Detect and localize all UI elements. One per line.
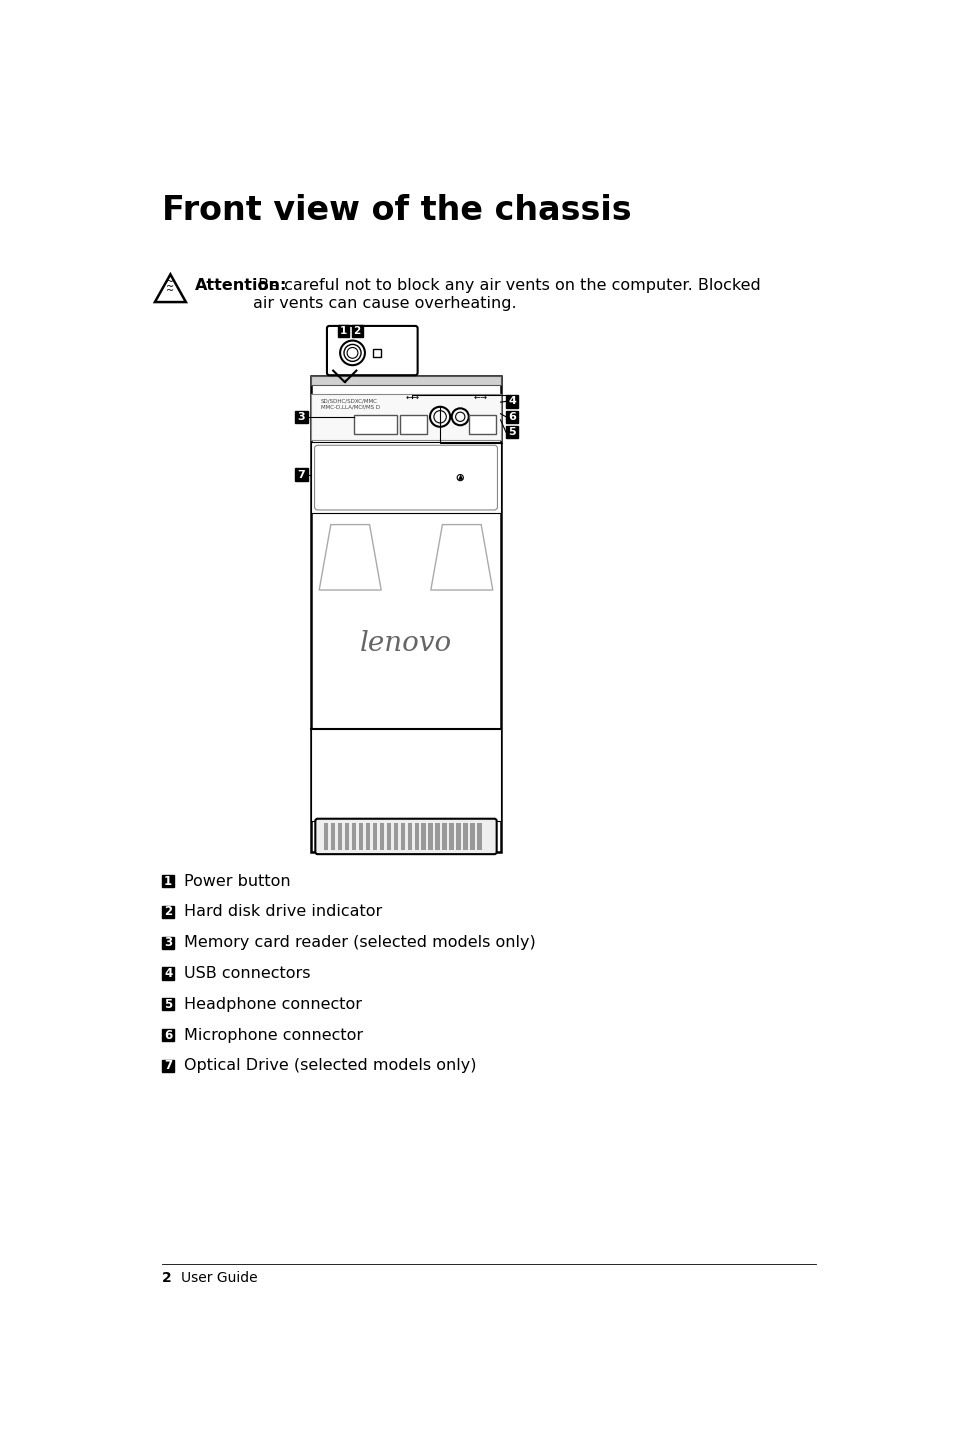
Text: ~: ~ <box>166 277 174 287</box>
Bar <box>399 415 427 434</box>
Bar <box>162 937 174 948</box>
Bar <box>463 823 468 849</box>
Text: Optical Drive (selected models only): Optical Drive (selected models only) <box>183 1059 476 1073</box>
Text: Memory card reader (selected models only): Memory card reader (selected models only… <box>183 935 535 950</box>
Text: Headphone connector: Headphone connector <box>183 998 361 1012</box>
Text: 3: 3 <box>164 937 172 950</box>
Bar <box>428 823 433 849</box>
Bar <box>352 823 356 849</box>
Bar <box>162 876 174 887</box>
Bar <box>386 823 391 849</box>
Text: ←→: ←→ <box>473 393 487 402</box>
FancyBboxPatch shape <box>315 819 497 854</box>
Text: 4: 4 <box>508 396 516 407</box>
Text: SD/SDHC/SDXC/MMC: SD/SDHC/SDXC/MMC <box>320 398 377 404</box>
Text: USB connectors: USB connectors <box>183 966 310 982</box>
Text: 5: 5 <box>164 998 172 1011</box>
Bar <box>294 469 307 481</box>
Bar <box>407 823 412 849</box>
Bar <box>373 823 377 849</box>
Bar <box>162 1029 174 1041</box>
Text: Power button: Power button <box>183 874 290 889</box>
Bar <box>476 823 481 849</box>
Bar <box>379 823 384 849</box>
Text: ▲: ▲ <box>457 475 462 481</box>
Text: 7: 7 <box>297 469 305 479</box>
Text: ~: ~ <box>166 286 174 296</box>
Text: MMC-D,LLA/MCf/MS D: MMC-D,LLA/MCf/MS D <box>320 405 379 409</box>
Bar <box>323 823 328 849</box>
Bar <box>162 998 174 1011</box>
Text: User Guide: User Guide <box>181 1270 257 1285</box>
Text: lenovo: lenovo <box>359 630 452 658</box>
Text: Microphone connector: Microphone connector <box>183 1028 362 1043</box>
Bar <box>311 376 500 385</box>
FancyBboxPatch shape <box>314 446 497 510</box>
Text: ~: ~ <box>166 282 174 292</box>
Bar <box>352 325 363 337</box>
Bar <box>470 823 475 849</box>
Text: Front view of the chassis: Front view of the chassis <box>162 193 631 227</box>
Bar <box>337 823 342 849</box>
Bar <box>468 415 496 434</box>
Bar <box>331 823 335 849</box>
Bar <box>344 823 349 849</box>
Bar <box>442 823 447 849</box>
Text: 2: 2 <box>354 325 360 335</box>
Bar <box>337 325 349 337</box>
Bar <box>373 348 381 357</box>
Bar <box>162 967 174 980</box>
Bar <box>505 411 517 423</box>
Text: ←→: ←→ <box>405 393 418 402</box>
Text: 4: 4 <box>164 967 172 980</box>
Bar <box>435 823 439 849</box>
Text: 2: 2 <box>164 906 172 919</box>
Text: 6: 6 <box>508 412 516 421</box>
Bar <box>449 823 454 849</box>
Text: Hard disk drive indicator: Hard disk drive indicator <box>183 905 381 919</box>
Bar <box>415 823 418 849</box>
Bar <box>505 395 517 408</box>
Text: 1: 1 <box>339 325 347 335</box>
Text: Attention:: Attention: <box>195 279 287 293</box>
Bar <box>505 425 517 439</box>
Bar <box>354 415 396 434</box>
Bar <box>162 1060 174 1072</box>
Bar <box>311 376 500 852</box>
Bar <box>421 823 426 849</box>
Bar <box>365 823 370 849</box>
Text: 6: 6 <box>164 1028 172 1041</box>
Text: 2: 2 <box>162 1270 172 1285</box>
Bar <box>311 729 500 820</box>
Bar <box>456 823 460 849</box>
Bar <box>311 393 500 440</box>
Bar <box>394 823 397 849</box>
Bar <box>400 823 405 849</box>
Bar <box>311 443 500 513</box>
Bar <box>294 411 307 423</box>
Text: 7: 7 <box>164 1060 172 1073</box>
Text: 3: 3 <box>297 412 305 421</box>
Text: 5: 5 <box>508 427 516 437</box>
Text: Be careful not to block any air vents on the computer. Blocked
air vents can cau: Be careful not to block any air vents on… <box>253 279 760 311</box>
Bar <box>358 823 363 849</box>
FancyBboxPatch shape <box>327 325 417 375</box>
Text: 1: 1 <box>164 874 172 887</box>
Bar <box>162 906 174 918</box>
